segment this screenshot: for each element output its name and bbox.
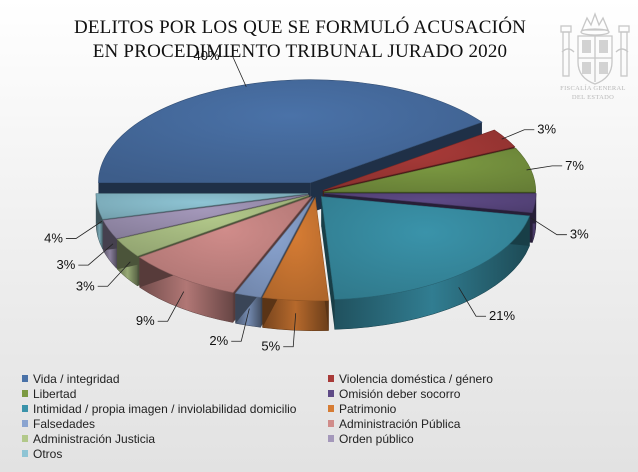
- legend-item-otros: Otros: [22, 447, 62, 462]
- pie-slice-top-violencia-domestica-genero: [322, 129, 516, 191]
- pie-slice-top-orden-publico: [102, 194, 309, 239]
- legend-item-administracion-publica: Administración Pública: [328, 417, 460, 432]
- leader-line-libertad: [526, 165, 563, 171]
- data-label-orden-publico: 3%: [57, 257, 76, 272]
- leader-line-otros: [65, 220, 103, 239]
- legend-item-orden-publico: Orden público: [328, 432, 414, 447]
- pie-slice-cut-intimidad-propia-imagen-inviolabilidad-domicilio-1: [321, 196, 335, 330]
- legend-item-libertad: Libertad: [22, 387, 76, 402]
- legend-label-vida-integridad: Vida / integridad: [33, 372, 120, 386]
- legend-item-falsedades: Falsedades: [22, 417, 95, 432]
- legend-label-falsedades: Falsedades: [33, 417, 96, 431]
- legend-swatch-administracion-publica: [328, 420, 334, 427]
- legend-swatch-otros: [22, 450, 28, 457]
- pie-slice-top-otros: [95, 193, 309, 220]
- leader-line-omision-deber-socorro: [530, 217, 567, 236]
- legend-label-patrimonio: Patrimonio: [339, 402, 397, 416]
- legend-item-intimidad-propia-imagen-inviolabilidad-domicilio: Intimidad / propia imagen / inviolabilid…: [22, 402, 296, 417]
- legend-swatch-vida-integridad: [22, 375, 28, 382]
- legend-label-administracion-publica: Administración Pública: [339, 417, 461, 431]
- legend-swatch-orden-publico: [328, 435, 334, 442]
- data-label-falsedades: 2%: [209, 333, 228, 348]
- leader-line-intimidad-propia-imagen-inviolabilidad-domicilio: [458, 287, 487, 317]
- data-label-patrimonio: 5%: [261, 339, 280, 354]
- legend-swatch-libertad: [22, 390, 28, 397]
- emblem-caption: FISCALÍA GENERAL DEL ESTADO: [548, 84, 638, 102]
- leader-line-falsedades: [231, 308, 250, 342]
- legend-item-patrimonio: Patrimonio: [328, 402, 396, 417]
- legend-item-omision-deber-socorro: Omisión deber socorro: [328, 387, 460, 402]
- pie-slice-top-patrimonio: [262, 196, 329, 302]
- legend-label-orden-publico: Orden público: [339, 432, 414, 446]
- legend-label-intimidad-propia-imagen-inviolabilidad-domicilio: Intimidad / propia imagen / inviolabilid…: [33, 402, 297, 416]
- legend-swatch-falsedades: [22, 420, 28, 427]
- emblem-caption-line-2: DEL ESTADO: [571, 94, 615, 101]
- pie-slice-patrimonio: [262, 196, 329, 332]
- data-label-vida-integridad: 40%: [194, 48, 220, 63]
- legend-item-violencia-domestica-genero: Violencia doméstica / género: [328, 372, 493, 387]
- pie-slice-intimidad-propia-imagen-inviolabilidad-domicilio: [320, 196, 530, 330]
- pie-slice-top-omision-deber-socorro: [323, 193, 537, 214]
- data-label-otros: 4%: [44, 231, 63, 246]
- pie-slice-top-intimidad-propia-imagen-inviolabilidad-domicilio: [320, 196, 530, 300]
- legend-swatch-omision-deber-socorro: [328, 390, 334, 397]
- pie-chart: 40%3%7%3%21%5%2%9%3%3%4%: [44, 48, 589, 354]
- data-label-intimidad-propia-imagen-inviolabilidad-domicilio: 21%: [489, 308, 515, 323]
- leader-line-vida-integridad: [222, 55, 247, 87]
- legend-label-libertad: Libertad: [33, 387, 77, 401]
- pie-slice-top-administracion-publica: [138, 196, 313, 293]
- legend-swatch-patrimonio: [328, 405, 334, 412]
- pie-slice-top-administracion-justicia: [116, 195, 310, 257]
- data-label-omision-deber-socorro: 3%: [570, 227, 589, 242]
- chart-title-line-2: EN PROCEDIMIENTO TRIBUNAL JURADO 2020: [92, 41, 508, 62]
- pie-slice-top-falsedades: [234, 197, 314, 298]
- legend-label-violencia-domestica-genero: Violencia doméstica / género: [339, 372, 493, 386]
- emblem-caption-line-1: FISCALÍA GENERAL: [560, 85, 626, 92]
- legend-label-otros: Otros: [33, 447, 63, 461]
- leader-line-administracion-justicia: [97, 261, 131, 287]
- data-label-administracion-publica: 9%: [136, 313, 155, 328]
- chart-title: DELITOS POR LOS QUE SE FORMULÓ ACUSACIÓN…: [40, 16, 560, 64]
- leader-line-violencia-domestica-genero: [501, 129, 535, 140]
- leader-line-patrimonio: [283, 313, 297, 348]
- legend-swatch-intimidad-propia-imagen-inviolabilidad-domicilio: [22, 405, 28, 412]
- legend-item-vida-integridad: Vida / integridad: [22, 372, 120, 387]
- coat-of-arms-logo: [560, 12, 630, 85]
- data-label-libertad: 7%: [565, 158, 584, 173]
- legend-item-administracion-justicia: Administración Justicia: [22, 432, 155, 447]
- leader-line-orden-publico: [78, 243, 114, 266]
- legend-swatch-violencia-domestica-genero: [328, 375, 334, 382]
- legend-label-administracion-justicia: Administración Justicia: [33, 432, 156, 446]
- chart-title-line-1: DELITOS POR LOS QUE SE FORMULÓ ACUSACIÓN: [73, 17, 527, 38]
- legend-label-omision-deber-socorro: Omisión deber socorro: [339, 387, 461, 401]
- leader-line-administracion-publica: [157, 291, 185, 322]
- legend-swatch-administracion-justicia: [22, 435, 28, 442]
- data-label-violencia-domestica-genero: 3%: [537, 122, 556, 137]
- data-label-administracion-justicia: 3%: [76, 278, 95, 293]
